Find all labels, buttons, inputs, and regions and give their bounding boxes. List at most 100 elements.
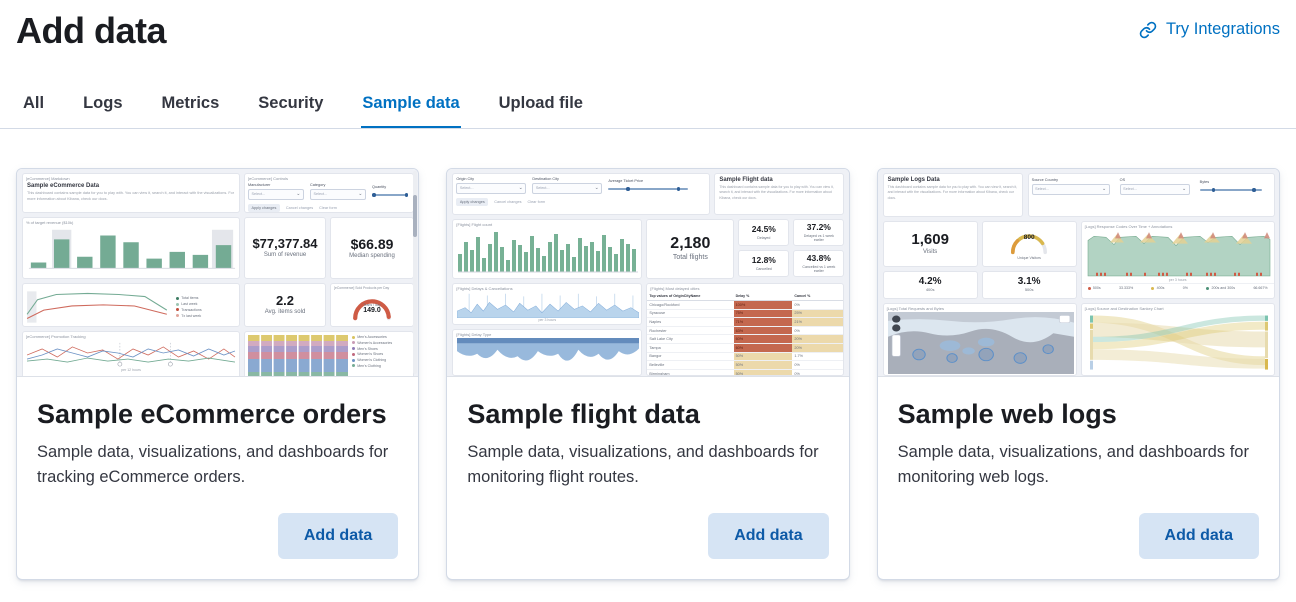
flight-count-histogram: [458, 232, 639, 273]
table-row: Tampa 60% 20%: [647, 343, 844, 353]
ecommerce-markdown-panel: [eCommerce] Markdown Sample eCommerce Da…: [22, 173, 240, 213]
os-select: Select... ⌄: [1119, 183, 1190, 195]
category-stacked-bar-panel: Men's Accessories Women's Accessories Me…: [244, 331, 414, 376]
try-integrations-link[interactable]: Try Integrations: [1139, 20, 1280, 39]
sankey-panel: [Logs] Source and Destination Sankey Cha…: [1080, 303, 1275, 376]
response-codes-panel: [Logs] Response Codes Over Time + Annota…: [1080, 221, 1275, 299]
tab-sample-data[interactable]: Sample data: [361, 94, 460, 128]
destination-city-select: Select... ⌄: [532, 182, 603, 194]
category-select: Select... ⌄: [310, 188, 366, 200]
median-spending-metric: $66.89 Median spending: [330, 217, 414, 279]
delays-cancellations-panel: [Flights] Delays & Cancellations per 3 h…: [452, 283, 643, 325]
table-row: Chicago/Rockford 100% 0%: [647, 300, 844, 310]
most-delayed-cities-panel: [Flights] Most delayed cities Top values…: [646, 283, 845, 376]
add-data-button-ecommerce[interactable]: Add data: [277, 513, 399, 559]
sold-products-gauge-panel: [eCommerce] Sold Products per Day Trans …: [330, 283, 414, 327]
sum-revenue-metric: $77,377.84 Sum of revenue: [244, 217, 326, 279]
sample-ecommerce-card: [eCommerce] Markdown Sample eCommerce Da…: [16, 168, 420, 580]
try-integrations-label: Try Integrations: [1165, 20, 1280, 38]
source-country-select: Select... ⌄: [1031, 183, 1110, 195]
chevron-down-icon: ⌄: [296, 190, 301, 197]
promotion-tracking-panel: [eCommerce] Promotion Tracking per 12 ho…: [22, 331, 240, 376]
card-title: Sample flight data: [467, 399, 700, 429]
preview-scrollbar-thumb: [413, 195, 418, 237]
tab-bar: All Logs Metrics Security Sample data Up…: [0, 94, 1296, 129]
card-description: Sample data, visualizations, and dashboa…: [467, 443, 819, 486]
requests-map-panel: [Logs] Total Requests and Bytes: [882, 303, 1077, 376]
table-row: Rochester 63% 0%: [647, 326, 844, 336]
page-title: Add data: [16, 10, 167, 51]
revenue-bar-chart: [28, 229, 236, 269]
chevron-down-icon: ⌄: [518, 184, 523, 191]
chevron-down-icon: ⌄: [594, 184, 599, 191]
logs-controls-panel: Source Country Select... ⌄ OS Select... ⌄ …: [1027, 173, 1275, 217]
add-data-button-web-logs[interactable]: Add data: [1138, 513, 1259, 559]
tab-metrics[interactable]: Metrics: [161, 94, 220, 112]
cancelled-vs-week-stat-tile: 43.8% Cancelled vs 1 week earlier: [793, 250, 845, 277]
delayed-stat-tile: 24.5% Delayed: [738, 219, 790, 246]
promotion-line-chart: [27, 342, 236, 367]
tab-all[interactable]: All: [23, 94, 45, 112]
delay-table: Top values of OriginCityName Delay % Can…: [647, 292, 844, 375]
total-flights-metric: 2,180 Total flights: [646, 219, 735, 279]
delays-area-chart: [457, 293, 640, 318]
pct-500s-metric: 3.1% 500s: [981, 271, 1077, 299]
link-icon: [1139, 21, 1157, 38]
flight-count-panel: [Flights] Flight count: [452, 219, 643, 279]
table-row: Salt Lake City 60% 20%: [647, 334, 844, 344]
map-tools: [891, 334, 901, 357]
delay-type-chart: [457, 338, 640, 361]
delay-type-panel: [Flights] Delay Type: [452, 329, 643, 376]
card-description: Sample data, visualizations, and dashboa…: [897, 443, 1249, 486]
table-row: Bangor 50% 1.7%: [647, 352, 844, 362]
add-data-button-flights[interactable]: Add data: [708, 513, 829, 559]
response-codes-area-chart: [1087, 232, 1270, 277]
card-title: Sample eCommerce orders: [37, 399, 387, 429]
sample-data-cards: [eCommerce] Markdown Sample eCommerce Da…: [0, 129, 1296, 580]
requests-map: [887, 312, 1074, 374]
map-zoom-out-button: [891, 324, 901, 332]
card-title: Sample web logs: [897, 399, 1117, 429]
category-stacked-bars: [248, 335, 348, 376]
tab-security[interactable]: Security: [258, 94, 324, 112]
ticket-price-slider: [608, 185, 689, 194]
manufacturer-select: Select... ⌄: [248, 188, 304, 200]
table-row: Belleville 50% 0%: [647, 360, 844, 370]
logs-info-panel: Sample Logs Data This dashboard contains…: [882, 173, 1023, 217]
top-bar: Add data Try Integrations: [0, 0, 1296, 52]
flight-controls-panel: Origin City Select... ⌄ Destination City …: [452, 173, 711, 215]
pct-400s-metric: 4.2% 400s: [882, 271, 978, 299]
cancelled-stat-tile: 12.8% Cancelled: [738, 250, 790, 277]
chevron-down-icon: ⌄: [1181, 185, 1187, 192]
sample-flight-card: Origin City Select... ⌄ Destination City …: [446, 168, 850, 580]
delayed-vs-week-stat-tile: 37.2% Delayed vs 1 week earlier: [793, 219, 845, 246]
map-zoom-in-button: [891, 315, 901, 323]
yellow-gauge: [1011, 234, 1048, 255]
preview-scrollbar: [413, 171, 418, 374]
avg-items-metric: 2.2 Avg. items sold: [244, 283, 326, 327]
table-row: Naples 71% 21%: [647, 317, 844, 327]
items-line-chart: [26, 291, 168, 323]
unique-visitors-gauge-panel: 800 Unique Visitors: [981, 221, 1077, 267]
chevron-down-icon: ⌄: [1101, 185, 1107, 192]
ecommerce-controls-panel: [eCommerce] Controls Manufacturer Select…: [244, 173, 414, 213]
chevron-down-icon: ⌄: [358, 190, 363, 197]
red-gauge: [353, 299, 391, 321]
visits-metric: 1,609 Visits: [882, 221, 978, 267]
flight-info-panel: Sample Flight data This dashboard contai…: [714, 173, 845, 215]
bytes-slider: [1199, 186, 1262, 195]
tab-upload-file[interactable]: Upload file: [498, 94, 583, 112]
origin-city-select: Select... ⌄: [456, 182, 527, 194]
apply-changes-button: Apply changes: [248, 203, 280, 212]
quantity-slider: [372, 191, 408, 200]
table-row: Birmingham 50% 0%: [647, 369, 844, 375]
items-line-chart-panel: Total items Last week Transactions Tx la…: [22, 283, 240, 327]
apply-changes-button: Apply changes: [456, 197, 489, 206]
table-row: Syracuse 75% 25%: [647, 309, 844, 319]
map-layers-button: [1058, 315, 1070, 323]
tab-logs[interactable]: Logs: [83, 94, 123, 112]
logs-dashboard-preview: Sample Logs Data This dashboard contains…: [877, 169, 1279, 377]
sankey-chart: [1089, 315, 1268, 370]
revenue-bar-chart-panel: % of target revenue ($10k): [22, 217, 240, 279]
ecommerce-dashboard-preview: [eCommerce] Markdown Sample eCommerce Da…: [17, 169, 419, 377]
